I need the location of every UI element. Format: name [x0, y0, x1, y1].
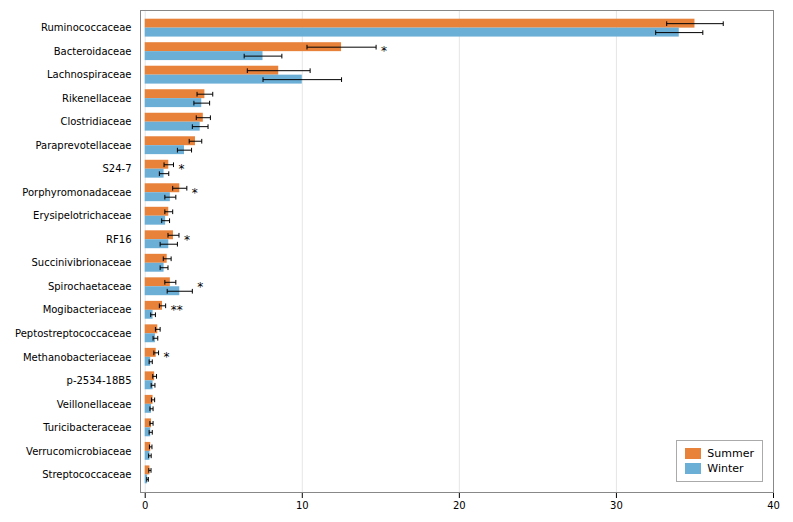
html-text:Winter: Winter	[707, 462, 744, 475]
svg-text:Porphyromonadaceae: Porphyromonadaceae	[22, 187, 131, 198]
svg-text:Erysipelotrichaceae: Erysipelotrichaceae	[33, 210, 131, 221]
svg-text:*: *	[381, 44, 387, 58]
svg-text:20: 20	[453, 500, 466, 511]
svg-text:*: *	[164, 350, 170, 364]
svg-text:0: 0	[142, 500, 148, 511]
svg-text:40: 40	[767, 500, 780, 511]
svg-text:Clostridiaceae: Clostridiaceae	[60, 116, 131, 127]
svg-text:*: *	[197, 280, 203, 294]
svg-text:Bacteroidaceae: Bacteroidaceae	[54, 46, 132, 57]
html-text:Summer: Summer	[707, 447, 754, 460]
svg-text:Turicibacteraceae: Turicibacteraceae	[42, 422, 131, 433]
svg-text:Rikenellaceae: Rikenellaceae	[62, 93, 131, 104]
svg-text:RF16: RF16	[106, 234, 131, 245]
svg-text:Peptostreptococcaceae: Peptostreptococcaceae	[15, 328, 131, 339]
svg-text:Veillonellaceae: Veillonellaceae	[57, 399, 132, 410]
svg-text:p-2534-18B5: p-2534-18B5	[67, 375, 132, 386]
svg-text:30: 30	[610, 500, 623, 511]
svg-text:Mogibacteriaceae: Mogibacteriaceae	[43, 304, 132, 315]
svg-text:Streptococcaceae: Streptococcaceae	[42, 469, 131, 480]
svg-text:Paraprevotellaceae: Paraprevotellaceae	[35, 140, 131, 151]
svg-text:10: 10	[296, 500, 309, 511]
svg-text:*: *	[184, 233, 190, 247]
svg-text:S24-7: S24-7	[102, 163, 131, 174]
svg-text:**: **	[171, 303, 183, 317]
svg-text:Lachnospiraceae: Lachnospiraceae	[47, 69, 132, 80]
svg-text:Ruminococcaceae: Ruminococcaceae	[41, 22, 131, 33]
svg-text:Methanobacteriaceae: Methanobacteriaceae	[23, 352, 132, 363]
svg-text:Verrucomicrobiaceae: Verrucomicrobiaceae	[26, 446, 131, 457]
svg-text:*: *	[192, 186, 198, 200]
svg-text:Succinivibrionaceae: Succinivibrionaceae	[31, 257, 131, 268]
svg-text:Spirochaetaceae: Spirochaetaceae	[48, 281, 132, 292]
svg-text:*: *	[178, 162, 184, 176]
